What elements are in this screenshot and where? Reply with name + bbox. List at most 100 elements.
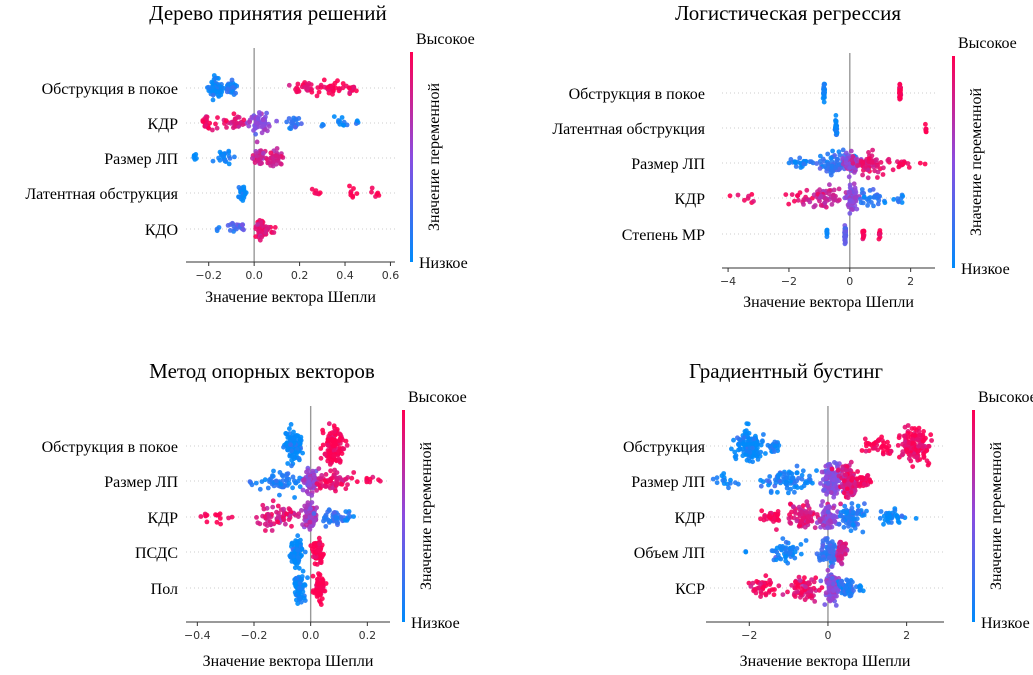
- shap-point: [775, 517, 781, 522]
- shap-point: [751, 198, 756, 204]
- x-axis-label: Значение вектора Шепли: [205, 289, 376, 306]
- shap-point: [829, 547, 835, 553]
- shap-point: [921, 429, 926, 434]
- shap-point: [838, 547, 844, 553]
- shap-point: [210, 97, 216, 103]
- shap-point: [350, 194, 356, 200]
- shap-point: [306, 81, 312, 86]
- chart-title: Градиентный бустинг: [689, 359, 883, 383]
- shap-point: [870, 147, 875, 153]
- shap-point: [336, 119, 341, 125]
- shap-point: [735, 435, 740, 441]
- shap-point: [827, 585, 833, 590]
- shap-point: [296, 456, 302, 461]
- shap-point: [254, 153, 260, 159]
- shap-point: [818, 202, 824, 208]
- shap-point: [212, 88, 218, 94]
- shap-point: [842, 237, 848, 243]
- shap-point: [728, 477, 733, 483]
- shap-point: [767, 474, 773, 479]
- feature-label: Латентная обструкция: [552, 121, 705, 138]
- shap-point: [789, 192, 795, 198]
- shap-point: [344, 443, 350, 448]
- shap-point: [278, 481, 284, 487]
- shap-point: [904, 447, 909, 452]
- shap-point: [260, 502, 266, 508]
- x-tick-label: 0: [846, 275, 853, 288]
- shap-point: [851, 181, 857, 187]
- shap-point: [262, 521, 268, 527]
- shap-point: [318, 446, 324, 451]
- colorbar-low-label: Низкое: [961, 261, 1010, 278]
- colorbar: Высокое Низкое Значение переменной: [410, 31, 475, 272]
- shap-point: [875, 447, 881, 453]
- shap-point: [354, 88, 359, 94]
- shap-point: [895, 443, 901, 448]
- shap-point: [849, 206, 854, 212]
- shap-point: [875, 201, 881, 207]
- shap-point: [317, 559, 323, 565]
- shap-point: [890, 167, 896, 173]
- shap-point: [767, 577, 773, 583]
- shap-point: [846, 523, 851, 529]
- shap-point: [792, 509, 798, 515]
- shap-point: [821, 99, 827, 105]
- shap-point: [875, 169, 881, 175]
- shap-point: [287, 426, 292, 432]
- shap-point: [880, 172, 886, 177]
- shap-point: [323, 512, 329, 518]
- shap-point: [274, 516, 280, 521]
- shap-point: [802, 524, 808, 530]
- shap-point: [850, 475, 855, 481]
- shap-point: [326, 455, 331, 461]
- shap-point: [829, 466, 835, 472]
- shap-point: [253, 480, 259, 486]
- shap-point: [266, 514, 272, 520]
- shap-point: [204, 519, 210, 525]
- shap-point: [860, 160, 866, 165]
- shap-point: [861, 481, 867, 487]
- shap-point: [321, 122, 326, 128]
- shap-point: [886, 510, 892, 516]
- shap-point: [867, 477, 872, 483]
- shap-point: [845, 495, 851, 501]
- x-tick-label: −0.4: [184, 629, 211, 642]
- chart-title: Метод опорных векторов: [149, 359, 375, 383]
- shap-point: [309, 186, 315, 192]
- shap-point: [220, 153, 226, 159]
- shap-point: [283, 441, 289, 447]
- colorbar-low-label: Низкое: [411, 615, 460, 632]
- shap-point: [853, 195, 858, 200]
- shap-point: [337, 86, 343, 92]
- shap-point: [914, 455, 919, 461]
- shap-point: [299, 577, 304, 583]
- shap-point: [829, 202, 835, 207]
- shap-point: [210, 158, 216, 164]
- shap-point: [805, 519, 811, 524]
- shap-point: [877, 228, 883, 233]
- shap-point: [341, 122, 347, 128]
- shap-point: [231, 111, 237, 117]
- shap-point: [317, 591, 323, 597]
- shap-point: [881, 165, 886, 171]
- shap-point: [871, 445, 877, 451]
- shap-point: [288, 442, 293, 447]
- shap-point: [333, 488, 338, 494]
- shap-point: [322, 451, 328, 457]
- shap-point: [795, 485, 800, 490]
- shap-point: [860, 588, 866, 594]
- shap-point: [758, 594, 763, 599]
- shap-point: [784, 475, 790, 481]
- x-tick-label: −4: [720, 275, 736, 288]
- shap-point: [822, 602, 828, 607]
- shap-point: [206, 84, 211, 90]
- shap-point: [892, 508, 898, 513]
- shap-point: [921, 455, 927, 460]
- shap-point: [809, 159, 814, 165]
- shap-point: [775, 489, 780, 495]
- shap-point: [820, 499, 825, 504]
- shap-point: [774, 545, 780, 551]
- shap-point: [289, 448, 295, 454]
- shap-point: [214, 226, 220, 232]
- shap-point: [821, 89, 827, 95]
